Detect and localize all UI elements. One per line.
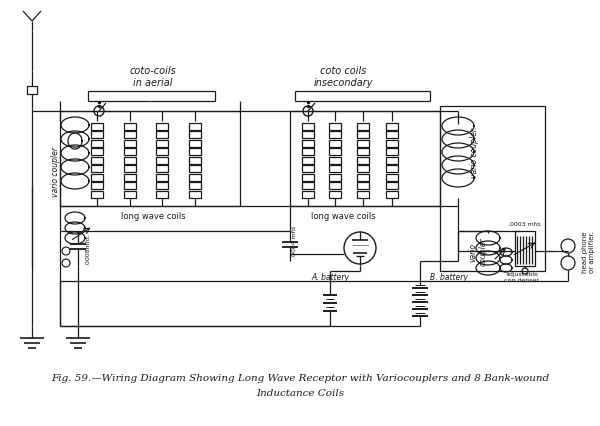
Bar [124,140,136,147]
Text: long wave coils: long wave coils [311,212,376,221]
Text: long wave coils: long wave coils [121,212,185,221]
Bar [156,140,168,147]
Bar [515,231,535,266]
Bar [189,132,201,139]
Bar [124,192,136,199]
Bar [357,192,369,199]
Bar [357,183,369,190]
Bar [329,183,341,190]
Text: Fig. 59.—Wiring Diagram Showing Long Wave Receptor with Variocouplers and 8 Bank: Fig. 59.—Wiring Diagram Showing Long Wav… [51,374,549,383]
Bar [91,183,103,190]
Bar [440,107,545,271]
Bar [91,175,103,181]
Bar [124,149,136,156]
Bar [329,132,341,139]
Text: adjustable
con denser: adjustable con denser [505,271,539,282]
Bar [386,175,398,181]
Bar [91,166,103,173]
Bar [156,123,168,130]
Bar [60,112,240,207]
Bar [302,123,314,130]
Bar [189,192,201,199]
Bar [386,166,398,173]
Text: vario
coupler: vario coupler [469,237,488,266]
Bar [91,157,103,164]
Bar [189,175,201,181]
Bar [386,183,398,190]
Text: .0003 mfd.: .0003 mfd. [508,222,542,227]
Bar [27,87,37,95]
Bar [357,149,369,156]
Text: .0008mfd.: .0008mfd. [86,233,91,264]
Bar [329,123,341,130]
Bar [302,157,314,164]
Bar [124,132,136,139]
Text: vario coupler.: vario coupler. [470,126,479,177]
Bar [302,132,314,139]
Text: head phone
or amplifier.: head phone or amplifier. [582,230,595,272]
Bar [386,123,398,130]
Bar [302,149,314,156]
Bar [357,123,369,130]
Bar [357,166,369,173]
Bar [156,183,168,190]
Text: coto coils
insecondary: coto coils insecondary [313,66,373,88]
Bar [91,140,103,147]
Text: Inductance Coils: Inductance Coils [256,389,344,397]
Bar [91,192,103,199]
Bar [302,192,314,199]
Text: vario coupler: vario coupler [50,147,59,196]
Bar [290,112,440,207]
Bar [329,140,341,147]
Bar [156,192,168,199]
Bar [329,175,341,181]
Bar [156,175,168,181]
Bar [156,157,168,164]
Bar [189,140,201,147]
Bar [156,166,168,173]
Bar [302,183,314,190]
Text: A. battery: A. battery [311,272,349,281]
Text: B. battery: B. battery [430,272,468,281]
Text: coto-coils
in aerial: coto-coils in aerial [130,66,176,88]
Bar [189,183,201,190]
Bar [386,149,398,156]
Bar [91,123,103,130]
Bar [91,149,103,156]
Bar [302,166,314,173]
Bar [302,175,314,181]
Bar [91,132,103,139]
Bar [124,123,136,130]
Bar [357,175,369,181]
Bar [189,157,201,164]
Bar [156,132,168,139]
Bar [189,149,201,156]
Bar [329,149,341,156]
Bar [386,192,398,199]
Bar [124,175,136,181]
Bar [329,166,341,173]
Bar [386,157,398,164]
Text: .0004 mfd: .0004 mfd [292,225,297,257]
Bar [386,132,398,139]
Bar [329,157,341,164]
Bar [156,149,168,156]
Bar [386,140,398,147]
Bar [124,183,136,190]
Bar [357,157,369,164]
Bar [189,166,201,173]
Bar [302,140,314,147]
Bar [329,192,341,199]
Bar [357,132,369,139]
Bar [124,157,136,164]
Bar [357,140,369,147]
Bar [124,166,136,173]
Bar [189,123,201,130]
